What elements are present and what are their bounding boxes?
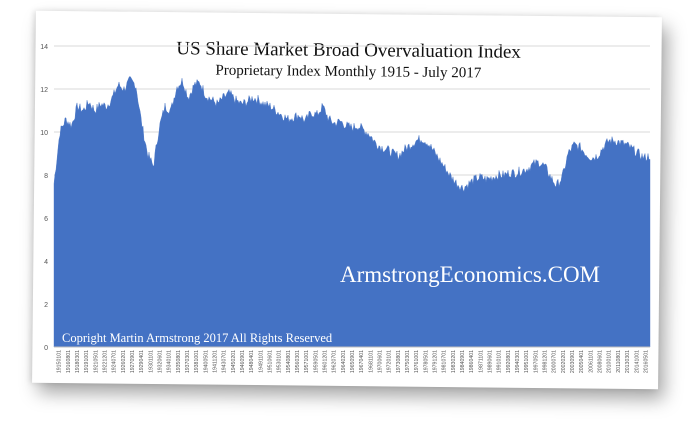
x-tick-label: 20080601 bbox=[598, 350, 604, 373]
x-tick-label: 20160501 bbox=[643, 350, 649, 373]
x-tick-label: 19730801 bbox=[396, 350, 402, 373]
x-tick-label: 19670401 bbox=[359, 350, 365, 373]
x-tick-label: 19940301 bbox=[515, 350, 521, 373]
y-tick-label: 6 bbox=[44, 216, 48, 223]
x-tick-label: 19791201 bbox=[433, 350, 439, 373]
y-tick-label: 12 bbox=[40, 87, 48, 94]
x-tick-label: 19681101 bbox=[368, 350, 374, 373]
x-tick-label: 19540801 bbox=[286, 350, 292, 373]
x-tick-label: 19810701 bbox=[442, 350, 448, 373]
series-area bbox=[53, 75, 651, 348]
x-tick-label: 19650901 bbox=[350, 350, 356, 373]
x-tick-label: 19530101 bbox=[277, 350, 283, 373]
x-tick-label: 20141001 bbox=[634, 350, 640, 373]
x-tick-label: 19571001 bbox=[304, 350, 310, 373]
x-tick-label: 19970501 bbox=[533, 350, 539, 373]
x-tick-label: 19871101 bbox=[478, 350, 484, 373]
x-tick-label: 19240701 bbox=[112, 350, 118, 373]
x-tick-label: 19761001 bbox=[414, 350, 420, 373]
y-tick-label: 8 bbox=[44, 173, 48, 180]
y-tick-label: 10 bbox=[40, 130, 48, 137]
x-axis: 19150101 19160801 19180301 19191001 19210501… bbox=[54, 346, 650, 373]
x-tick-label: 20130301 bbox=[625, 350, 631, 373]
y-axis: 0 2 4 6 8 10 12 14 bbox=[40, 44, 48, 352]
x-tick-label: 19301101 bbox=[148, 350, 154, 373]
x-tick-label: 19590501 bbox=[313, 350, 319, 373]
x-tick-label: 20050401 bbox=[579, 350, 585, 373]
x-tick-label: 19890601 bbox=[488, 350, 494, 373]
x-tick-label: 19180301 bbox=[75, 350, 81, 373]
x-tick-label: 19290401 bbox=[139, 350, 145, 373]
x-tick-label: 19150101 bbox=[57, 350, 63, 373]
x-tick-label: 19221201 bbox=[102, 350, 108, 373]
x-tick-label: 20110801 bbox=[616, 350, 622, 373]
series-area-layer bbox=[53, 75, 651, 348]
x-tick-label: 20061101 bbox=[588, 350, 594, 373]
x-tick-label: 19370301 bbox=[185, 350, 191, 373]
x-tick-label: 19830201 bbox=[451, 350, 457, 373]
x-tick-label: 19320601 bbox=[157, 350, 163, 373]
x-tick-label: 19910101 bbox=[497, 350, 503, 373]
x-tick-label: 19620701 bbox=[332, 350, 338, 373]
copyright-label: Copright Martin Armstrong 2017 All Right… bbox=[62, 331, 333, 345]
x-tick-label: 20020201 bbox=[561, 350, 567, 373]
x-tick-label: 19700601 bbox=[378, 350, 384, 373]
x-tick-label: 19191001 bbox=[84, 350, 90, 373]
x-tick-label: 19260201 bbox=[121, 350, 127, 373]
x-tick-label: 19951001 bbox=[524, 350, 530, 373]
x-tick-label: 19340101 bbox=[167, 350, 173, 373]
x-tick-label: 19640201 bbox=[341, 350, 347, 373]
x-tick-label: 19411201 bbox=[212, 350, 218, 373]
x-tick-label: 19720101 bbox=[387, 350, 393, 373]
x-tick-label: 19460901 bbox=[240, 350, 246, 373]
x-tick-label: 19601201 bbox=[322, 350, 328, 373]
y-tick-label: 2 bbox=[44, 302, 48, 309]
x-tick-label: 19920801 bbox=[506, 350, 512, 373]
x-tick-label: 19350801 bbox=[176, 350, 182, 373]
x-tick-label: 19270901 bbox=[130, 350, 136, 373]
y-tick-label: 4 bbox=[44, 259, 48, 266]
watermark-label: ArmstrongEconomics.COM bbox=[340, 262, 600, 287]
x-tick-label: 20000701 bbox=[552, 350, 558, 373]
x-tick-label: 19480401 bbox=[249, 350, 255, 373]
x-tick-label: 19560301 bbox=[295, 350, 301, 373]
x-tick-label: 19450201 bbox=[231, 350, 237, 373]
x-tick-label: 19750301 bbox=[405, 350, 411, 373]
x-tick-label: 19840901 bbox=[460, 350, 466, 373]
x-tick-label: 20100101 bbox=[607, 350, 613, 373]
x-tick-label: 19780501 bbox=[423, 350, 429, 373]
x-tick-label: 19491101 bbox=[258, 350, 264, 373]
y-tick-label: 14 bbox=[40, 44, 48, 51]
x-tick-label: 19510601 bbox=[267, 350, 273, 373]
x-tick-label: 19860401 bbox=[469, 350, 475, 373]
y-tick-label: 0 bbox=[44, 345, 48, 352]
x-tick-label: 19981201 bbox=[543, 350, 549, 373]
x-tick-label: 19160801 bbox=[66, 350, 72, 373]
x-tick-label: 19381001 bbox=[194, 350, 200, 373]
x-tick-label: 20030901 bbox=[570, 350, 576, 373]
x-tick-label: 19400501 bbox=[203, 350, 209, 373]
x-tick-label: 19210501 bbox=[93, 350, 99, 373]
x-tick-label: 19430701 bbox=[222, 350, 228, 373]
